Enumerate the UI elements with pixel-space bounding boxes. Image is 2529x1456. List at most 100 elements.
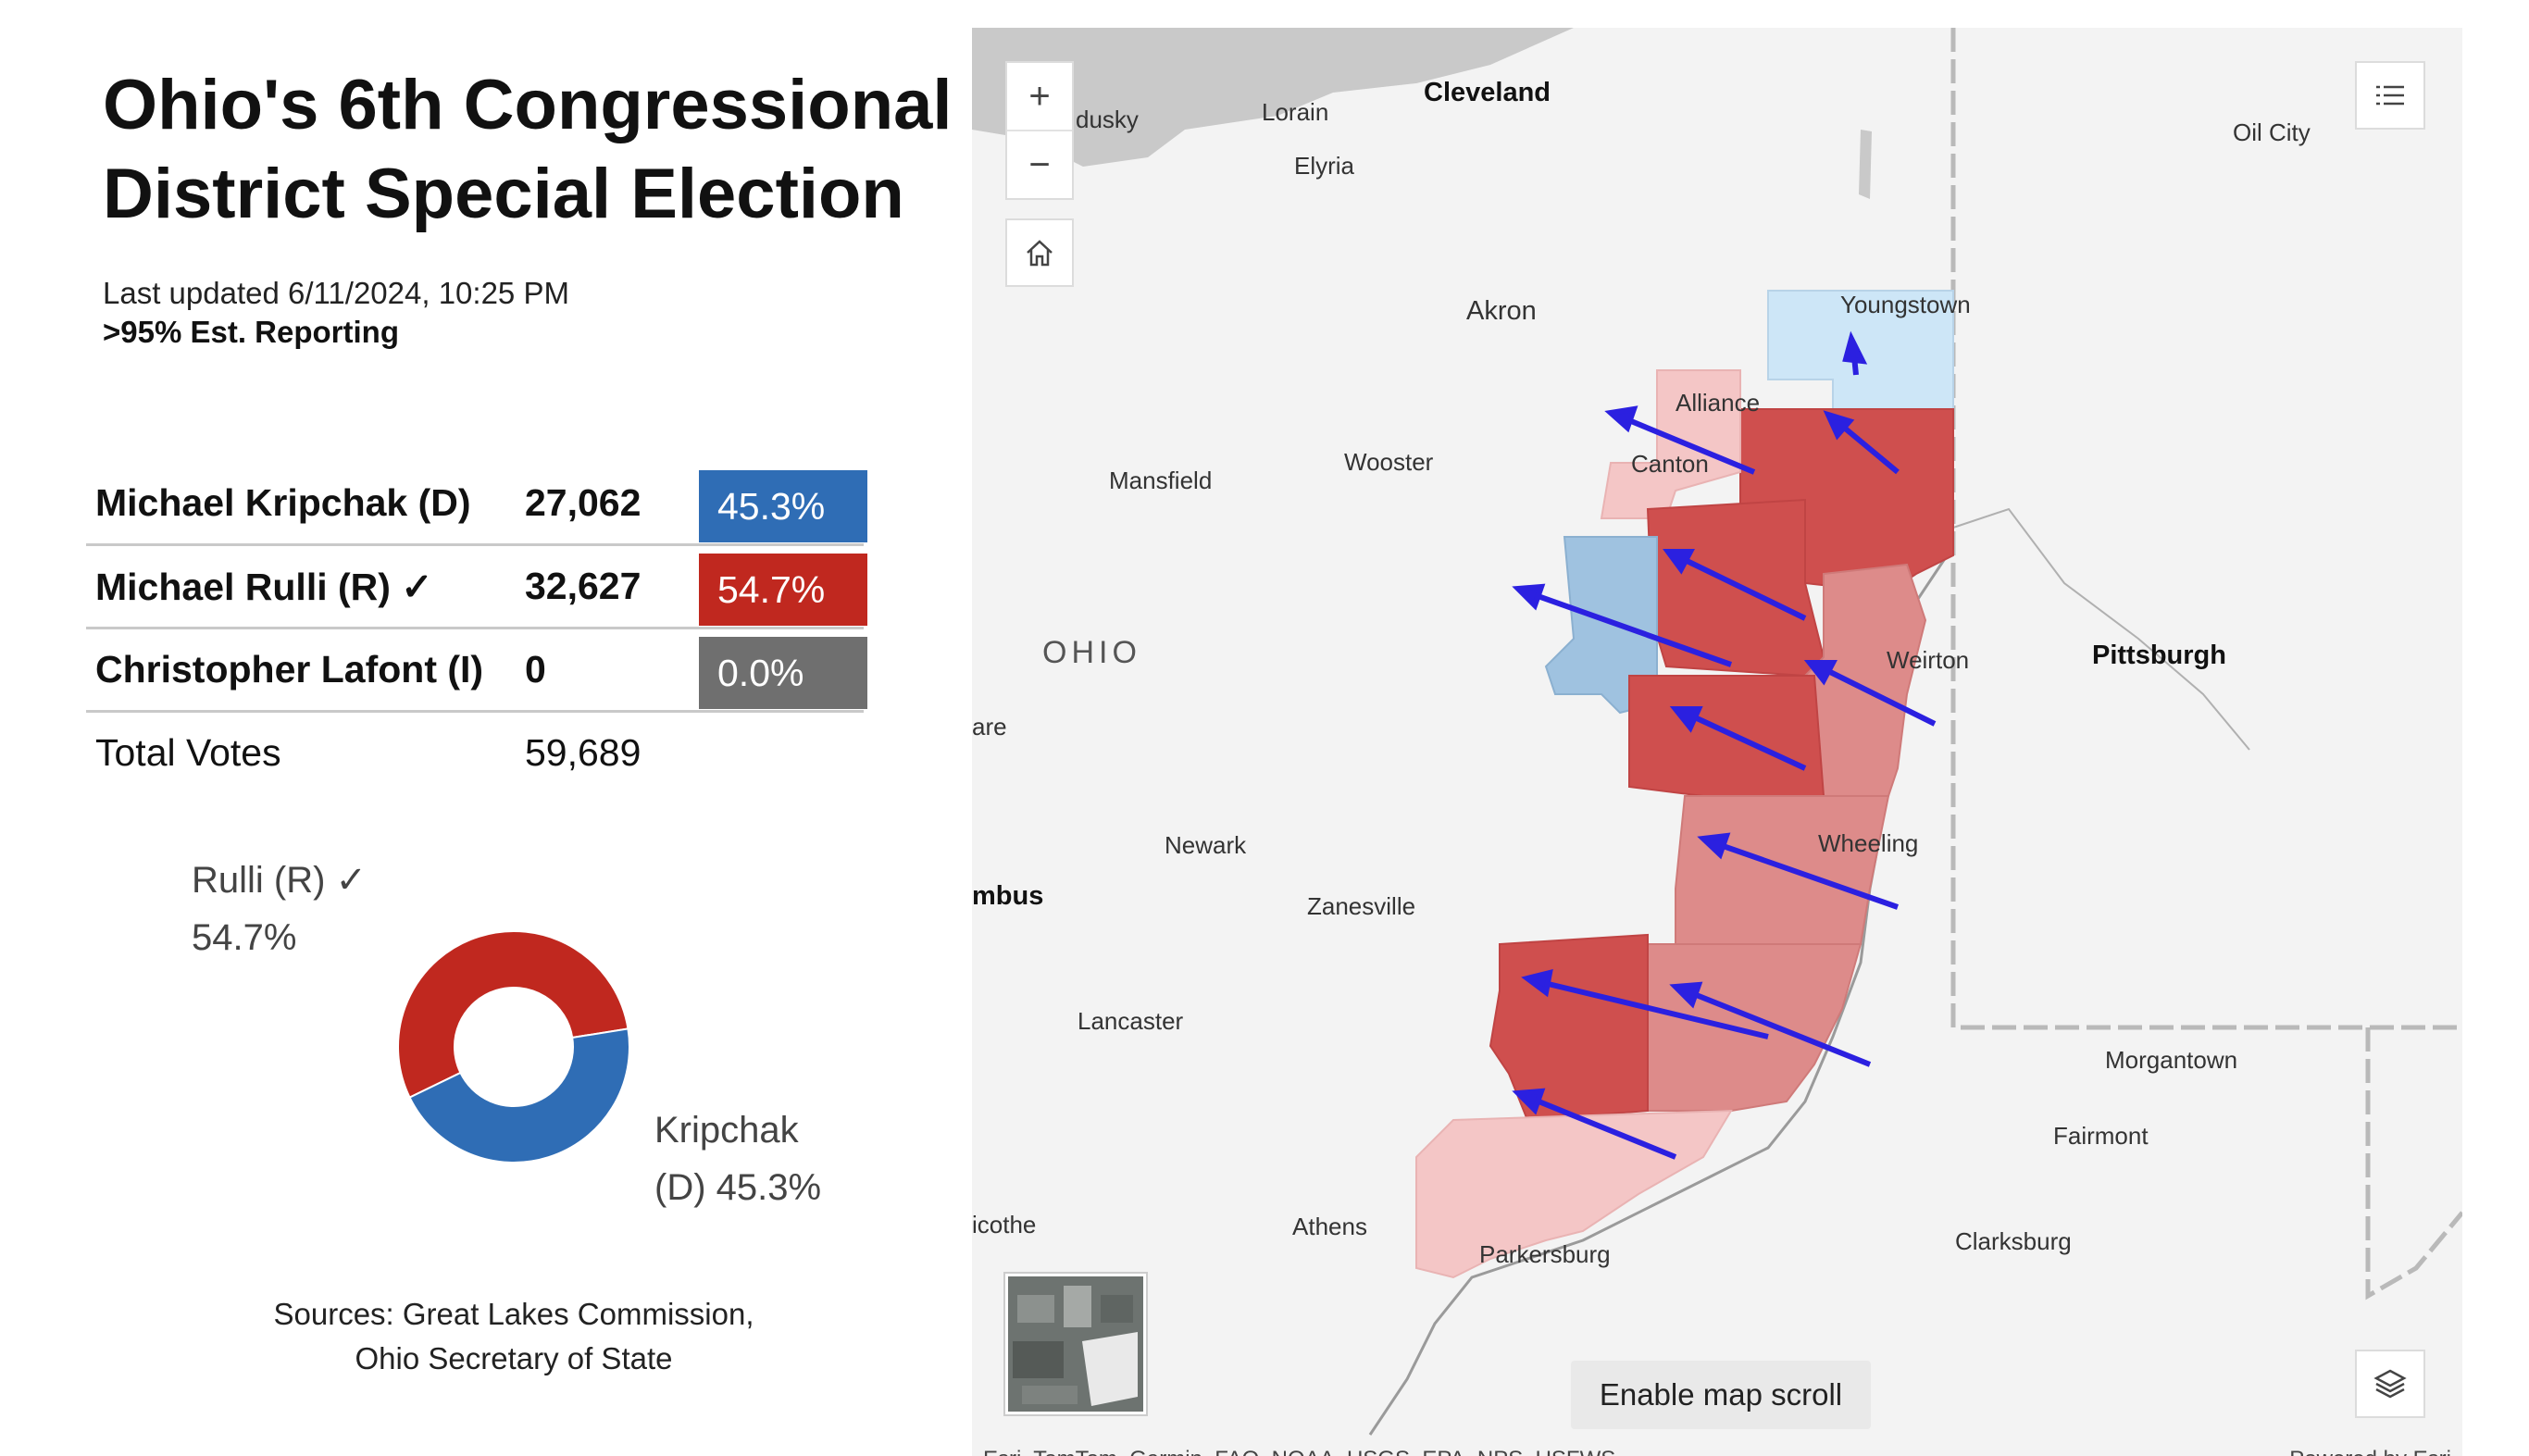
donut-label-kripchak: Kripchak (D) 45.3% bbox=[654, 1101, 821, 1216]
arrow-6-head bbox=[1669, 706, 1703, 733]
county-belmont bbox=[1675, 795, 1890, 945]
results-panel: Ohio's 6th Congressional District Specia… bbox=[0, 0, 963, 1456]
city-label: Wooster bbox=[1344, 448, 1434, 476]
city-label: Lorain bbox=[1262, 98, 1329, 126]
city-label: Oil City bbox=[2233, 118, 2311, 146]
sources-note: Sources: Great Lakes Commission, Ohio Se… bbox=[185, 1292, 842, 1381]
lake-erie bbox=[972, 28, 1574, 167]
legend-list-button[interactable] bbox=[2355, 61, 2425, 130]
map-view[interactable]: Cleveland dusky Lorain Elyria Oil City A… bbox=[972, 28, 2462, 1456]
arrow-3 bbox=[1674, 553, 1807, 621]
map-attribution: Esri, TomTom, Garmin, FAO, NOAA, USGS, E… bbox=[983, 1447, 1615, 1456]
county-tuscarawas-blue bbox=[1544, 536, 1658, 715]
city-label: Cleveland bbox=[1424, 78, 1551, 107]
donut-label-kripchak-name: Kripchak bbox=[654, 1110, 799, 1151]
arrow-6 bbox=[1683, 710, 1807, 771]
list-icon bbox=[2376, 85, 2404, 106]
arrow-5-head bbox=[1803, 660, 1838, 686]
donut-chart: Rulli (R) ✓ 54.7% Kripchak (D) 45.3% bbox=[0, 833, 963, 1250]
arrow-7-head bbox=[1697, 832, 1731, 860]
zoom-in-button[interactable]: + bbox=[1007, 63, 1072, 131]
candidate-pct-badge: 54.7% bbox=[699, 554, 867, 626]
small-lake bbox=[1859, 130, 1872, 199]
page-title: Ohio's 6th Congressional District Specia… bbox=[103, 66, 953, 233]
arrow-2 bbox=[1618, 414, 1756, 475]
city-label: Newark bbox=[1165, 831, 1247, 859]
donut-svg bbox=[397, 930, 630, 1164]
arrow-3-head bbox=[1663, 549, 1695, 575]
shift-arrows bbox=[1512, 330, 1937, 1160]
donut-label-rulli: Rulli (R) ✓ 54.7% bbox=[192, 852, 367, 966]
home-icon bbox=[1027, 240, 1053, 267]
candidate-pct-badge: 45.3% bbox=[699, 470, 867, 542]
arrow-1-head bbox=[1823, 410, 1855, 441]
city-label: Clarksburg bbox=[1955, 1227, 2072, 1255]
candidate-pct-badge: 0.0% bbox=[699, 637, 867, 709]
city-label: Fairmont bbox=[2053, 1122, 2149, 1150]
donut-label-rulli-pct: 54.7% bbox=[192, 917, 297, 958]
reporting-status: >95% Est. Reporting bbox=[103, 315, 399, 349]
home-button[interactable] bbox=[1005, 218, 1074, 287]
enable-map-scroll-button[interactable]: Enable map scroll bbox=[1571, 1361, 1871, 1429]
donut-slice-kripchak bbox=[408, 1027, 630, 1164]
sources-line-2: Ohio Secretary of State bbox=[355, 1341, 673, 1375]
city-label: Youngstown bbox=[1840, 291, 1971, 318]
arrow-11-head bbox=[1842, 330, 1868, 365]
sources-line-1: Sources: Great Lakes Commission, bbox=[273, 1297, 754, 1331]
arrow-8-head bbox=[1669, 981, 1703, 1009]
city-label: Parkersburg bbox=[1479, 1240, 1611, 1268]
city-label: Morgantown bbox=[2105, 1046, 2238, 1074]
arrow-9 bbox=[1536, 978, 1769, 1039]
city-label: Elyria bbox=[1294, 152, 1355, 180]
city-label: Lancaster bbox=[1078, 1007, 1184, 1035]
layers-icon bbox=[2373, 1369, 2407, 1399]
last-updated: Last updated 6/11/2024, 10:25 PM bbox=[103, 276, 569, 310]
city-label: Alliance bbox=[1676, 389, 1761, 417]
donut-slice-rulli bbox=[397, 930, 629, 1099]
row-divider bbox=[86, 710, 864, 713]
results-row-total: Total Votes 59,689 bbox=[86, 713, 864, 796]
city-label: Athens bbox=[1292, 1213, 1367, 1240]
arrow-1 bbox=[1836, 419, 1900, 475]
city-label: icothe bbox=[972, 1211, 1037, 1238]
basemap-toggle[interactable] bbox=[1005, 1274, 1146, 1414]
state-border-pa bbox=[1950, 28, 2462, 1030]
zoom-out-button[interactable]: − bbox=[1028, 143, 1051, 185]
row-divider bbox=[86, 543, 864, 546]
river-pa bbox=[1952, 507, 2250, 751]
arrow-4-head bbox=[1512, 583, 1546, 611]
candidate-name: Christopher Lafont (I) bbox=[95, 648, 484, 691]
county-carroll bbox=[1646, 498, 1825, 678]
city-label: Mansfield bbox=[1109, 467, 1213, 494]
county-harrison bbox=[1628, 675, 1825, 797]
candidate-name: Michael Rulli (R) ✓ bbox=[95, 566, 433, 608]
city-label: Canton bbox=[1631, 450, 1709, 478]
arrow-2-head bbox=[1604, 405, 1638, 433]
city-label: mbus bbox=[972, 881, 1044, 911]
city-label: Zanesville bbox=[1307, 892, 1416, 920]
arrow-10 bbox=[1526, 1094, 1677, 1160]
city-label: Wheeling bbox=[1818, 829, 1919, 857]
arrow-8 bbox=[1683, 988, 1872, 1067]
basemap-thumbnail-icon bbox=[1008, 1276, 1143, 1412]
donut-label-rulli-name: Rulli (R) ✓ bbox=[192, 860, 368, 901]
city-label: are bbox=[972, 713, 1007, 740]
state-border-wv bbox=[2365, 1027, 2462, 1300]
county-washington bbox=[1415, 1109, 1733, 1279]
results-row-lafont: Christopher Lafont (I) 0 0.0% bbox=[86, 629, 867, 713]
row-divider bbox=[86, 627, 864, 629]
results-row-kripchak: Michael Kripchak (D) 27,062 45.3% bbox=[86, 463, 867, 546]
map-canvas[interactable] bbox=[972, 28, 2462, 1456]
state-label: OHIO bbox=[1042, 635, 1141, 670]
city-label: Akron bbox=[1466, 296, 1537, 326]
powered-by-esri: Powered by Esri bbox=[2289, 1447, 2451, 1456]
candidate-name: Michael Kripchak (D) bbox=[95, 481, 471, 524]
county-monroe bbox=[1647, 943, 1862, 1112]
results-row-rulli: Michael Rulli (R) ✓ 32,627 54.7% bbox=[86, 546, 867, 629]
arrow-4 bbox=[1526, 590, 1733, 667]
arrow-10-head bbox=[1512, 1088, 1546, 1115]
total-label: Total Votes bbox=[95, 731, 281, 774]
city-label: Pittsburgh bbox=[2092, 641, 2226, 670]
city-label: Weirton bbox=[1887, 646, 1970, 674]
layers-button[interactable] bbox=[2355, 1350, 2425, 1418]
